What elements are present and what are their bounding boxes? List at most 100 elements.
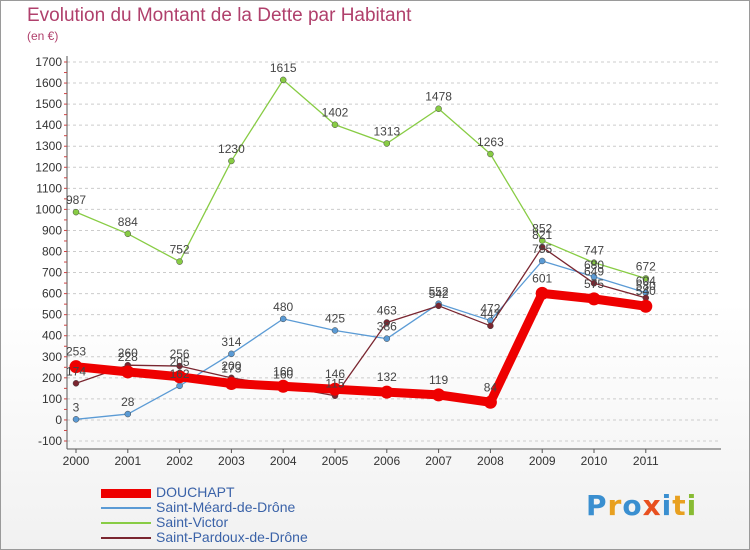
series-point: [176, 382, 183, 390]
legend-label: Saint-Méard-de-Drône: [156, 499, 296, 515]
series-point: [173, 370, 187, 384]
legend: DOUCHAPT Saint-Méard-de-Drône Saint-Vict…: [101, 485, 308, 545]
x-tick-label: 2010: [581, 454, 608, 468]
logo-letter: i: [661, 489, 673, 522]
y-tick-label: 200: [42, 371, 62, 385]
y-tick-label: 400: [42, 329, 62, 343]
legend-label: DOUCHAPT: [156, 484, 235, 500]
data-label: 3: [73, 400, 80, 414]
series-point: [124, 410, 132, 418]
data-label: 1615: [270, 61, 297, 75]
series-line: [71, 288, 651, 407]
data-label: 256: [170, 347, 190, 361]
y-tick-label: 1700: [35, 55, 62, 69]
y-tick-label: -100: [38, 434, 62, 448]
legend-label: Saint-Pardoux-de-Drône: [156, 529, 308, 545]
series-point: [331, 327, 339, 334]
y-tick-label: 500: [42, 308, 62, 322]
y-tick-label: 1200: [35, 160, 62, 174]
data-label: 28: [121, 395, 135, 409]
y-tick-label: 1000: [35, 202, 62, 216]
data-label: 160: [273, 367, 293, 381]
data-label: 160: [273, 364, 293, 378]
series-line: [75, 260, 647, 420]
x-tick-label: 2006: [373, 454, 400, 468]
data-label: 575: [584, 277, 604, 291]
logo-letter: i: [686, 489, 698, 522]
series-line: [75, 79, 647, 280]
y-tick-label: 300: [42, 350, 62, 364]
series-point: [435, 302, 442, 310]
x-tick-label: 2009: [529, 454, 556, 468]
logo-letter: r: [607, 489, 623, 522]
data-label: 205: [170, 355, 190, 369]
data-label: 132: [377, 370, 397, 384]
data-label: 200: [221, 359, 241, 373]
series-point: [124, 230, 132, 238]
data-label: 672: [636, 259, 656, 273]
series-point: [69, 360, 83, 374]
series-point: [224, 377, 238, 391]
data-label: 115: [325, 377, 344, 391]
x-tick-label: 2005: [322, 454, 349, 468]
data-label: 314: [221, 335, 241, 349]
data-labels: 9878847521230161514021313147812638527476…: [66, 61, 656, 414]
series-point: [383, 319, 391, 326]
logo-letter: t: [672, 489, 687, 522]
data-label: 649: [584, 264, 604, 278]
data-label: 480: [273, 300, 293, 314]
data-label: 542: [429, 287, 449, 301]
data-label: 472: [480, 302, 500, 316]
legend-item-saint-victor: Saint-Victor: [101, 515, 308, 530]
logo-letter: x: [642, 489, 662, 522]
data-label: 146: [325, 367, 345, 381]
series-point: [435, 105, 442, 112]
series-point: [538, 257, 546, 265]
data-label: 447: [480, 307, 500, 321]
x-tick-label: 2007: [425, 454, 452, 468]
series-point: [535, 286, 549, 300]
data-label: 173: [221, 362, 241, 376]
data-label: 1263: [477, 135, 504, 149]
legend-swatch-saint-victor: [101, 521, 151, 524]
data-label: 84: [484, 380, 498, 394]
legend-label: Saint-Victor: [156, 514, 229, 530]
y-tick-labels: 1700160015001400130012001100100090080070…: [35, 55, 62, 448]
data-label: 1313: [373, 124, 400, 138]
proxiti-logo: Proxiti: [586, 489, 697, 522]
y-tick-label: 900: [42, 223, 62, 237]
legend-item-douchapt: DOUCHAPT: [101, 485, 308, 500]
data-label: 386: [377, 320, 397, 334]
x-tick-labels: 2000 2001 2002 2003 2004 2005 2006 2007 2008 2009…: [63, 454, 659, 468]
series-point: [276, 379, 290, 393]
data-label: 821: [532, 228, 552, 242]
data-label: 747: [584, 244, 604, 258]
data-label: 852: [532, 222, 552, 236]
unit-label: (en €): [27, 29, 59, 43]
legend-item-saint-pardoux: Saint-Pardoux-de-Drône: [101, 530, 308, 545]
data-label: 228: [118, 350, 138, 364]
series-layer: [69, 76, 653, 423]
logo-letter: P: [586, 489, 608, 522]
y-tick-label: 1100: [36, 181, 62, 195]
series-point: [331, 121, 339, 128]
data-label: 174: [66, 364, 86, 378]
x-tick-label: 2001: [114, 454, 141, 468]
series-point: [279, 315, 287, 323]
data-label: 680: [584, 258, 604, 272]
y-tick-label: 800: [42, 245, 62, 259]
legend-swatch-saint-meard: [101, 506, 151, 509]
data-label: 162: [170, 367, 190, 381]
y-tick-label: 0: [55, 413, 62, 427]
data-label: 755: [532, 242, 552, 256]
series-point: [121, 365, 135, 379]
series-point: [279, 76, 287, 84]
data-label: 540: [636, 284, 656, 298]
data-label: 601: [532, 271, 552, 285]
data-label: 580: [636, 279, 656, 293]
y-tick-label: 1600: [35, 76, 62, 90]
series-line: [75, 246, 647, 397]
legend-swatch-saint-pardoux: [101, 536, 151, 539]
